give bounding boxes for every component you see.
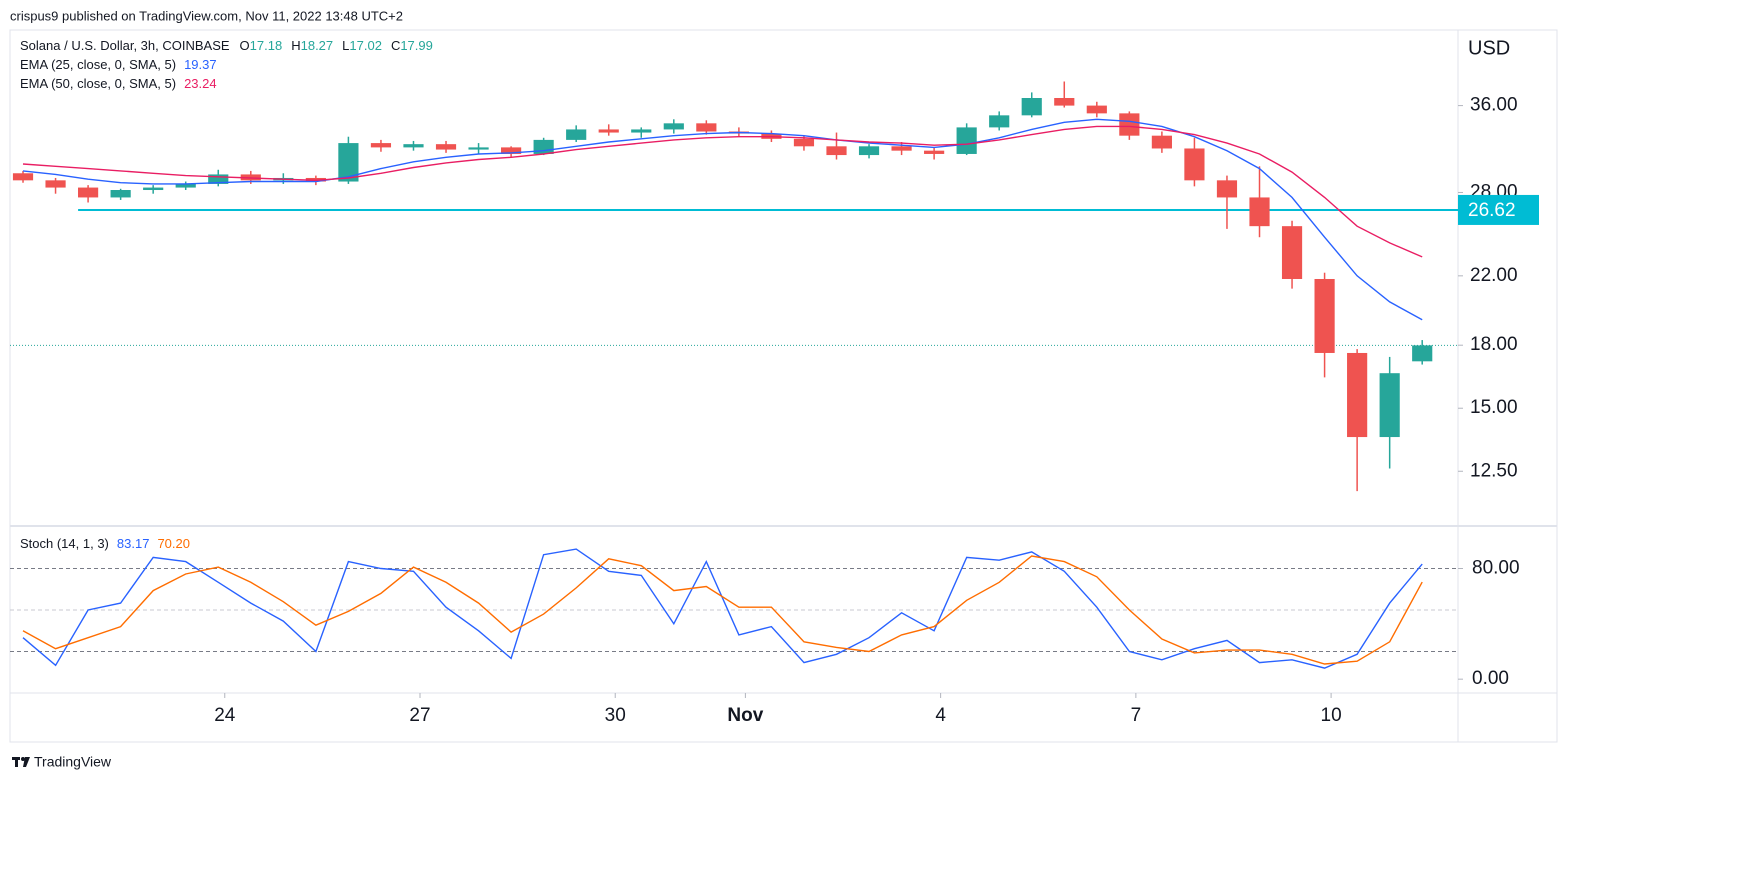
ema-line [22, 125, 1423, 258]
y-tick-label: 15.00 [1470, 397, 1518, 418]
x-tick-label: 7 [1131, 705, 1142, 726]
candle-body [663, 123, 684, 130]
candle-body [143, 187, 164, 191]
candle-body [403, 144, 424, 148]
ohlc-key: C [391, 38, 400, 53]
candle-body [1249, 197, 1270, 227]
x-tick-label: 30 [605, 705, 626, 726]
candle-body [1184, 148, 1205, 181]
candle-body [12, 173, 34, 181]
overlay-value: 23.24 [184, 76, 217, 91]
candle-body [924, 150, 945, 154]
y-tick-label: 18.00 [1470, 334, 1518, 355]
candle-body [338, 143, 359, 182]
overlay-name: EMA (25, close, 0, SMA, 5) [20, 57, 176, 72]
candle-body [858, 146, 880, 156]
x-tick-label: 10 [1321, 705, 1342, 726]
candle-body [891, 146, 912, 151]
x-tick-label: 4 [935, 705, 946, 726]
stoch-name: Stoch (14, 1, 3) [20, 536, 109, 551]
overlay-legend: EMA (50, close, 0, SMA, 5) 23.24 [20, 76, 217, 91]
candle-body [501, 147, 522, 154]
candle-body [1021, 97, 1042, 116]
candle-body [1281, 226, 1303, 279]
candle-body [989, 115, 1010, 128]
candle-body [1216, 180, 1238, 198]
candle-body [1314, 278, 1335, 353]
candle-body [1119, 113, 1140, 136]
y-tick-label: 12.50 [1470, 460, 1518, 481]
y-axis-label: USD [1468, 37, 1510, 59]
x-tick-label: Nov [727, 705, 763, 726]
ohlc-key: L [342, 38, 349, 53]
level-label: 26.62 [1468, 200, 1516, 221]
ohlc-key: O [240, 38, 250, 53]
candle-body [370, 143, 392, 148]
y-tick-label: 36.00 [1470, 95, 1518, 116]
candle-body [435, 144, 457, 150]
candle-body [631, 129, 652, 133]
ohlc-value: 17.02 [349, 38, 382, 53]
candle-body [793, 138, 815, 147]
footer: TradingView [34, 754, 112, 770]
candle-body [1054, 97, 1075, 106]
candle-body [1086, 105, 1107, 114]
stoch-line [22, 548, 1423, 669]
stoch-legend: Stoch (14, 1, 3) 83.17 70.20 [20, 536, 190, 551]
x-tick-label: 27 [409, 705, 430, 726]
candle-body [956, 127, 977, 154]
candle-body [696, 123, 717, 132]
ohlc-key: H [291, 38, 300, 53]
y-tick-label: 22.00 [1470, 265, 1518, 286]
legend-title: Solana / U.S. Dollar, 3h, COINBASE O17.18… [20, 38, 433, 53]
stoch-line [22, 555, 1423, 665]
candle-body [468, 147, 489, 150]
published: crispus9 published on TradingView.com, N… [10, 8, 403, 23]
candle-body [45, 180, 66, 188]
candle-body [1347, 352, 1368, 438]
ema-line [22, 118, 1423, 321]
level-label-box [1458, 194, 1539, 225]
overlay-value: 19.37 [184, 57, 217, 72]
stoch-value: 70.20 [157, 536, 190, 551]
candle-body [598, 129, 619, 133]
stoch-value: 83.17 [117, 536, 150, 551]
candle-body [175, 183, 196, 188]
stoch-tick-label: 80.00 [1472, 558, 1520, 579]
frame [9, 29, 1558, 743]
candle-body [1412, 345, 1433, 362]
candle-body [1379, 373, 1400, 438]
candle-body [208, 174, 229, 184]
overlay-name: EMA (50, close, 0, SMA, 5) [20, 76, 176, 91]
symbol: Solana / U.S. Dollar, 3h, COINBASE [20, 38, 230, 53]
candle-body [78, 187, 99, 198]
candle-body [110, 190, 131, 198]
ohlc-value: 18.27 [301, 38, 334, 53]
candle-body [1151, 135, 1172, 149]
x-tick-label: 24 [214, 705, 236, 726]
candle-body [566, 129, 587, 140]
stoch-tick-label: 0.00 [1472, 668, 1509, 689]
ohlc-value: 17.99 [400, 38, 433, 53]
ohlc-value: 17.18 [250, 38, 283, 53]
footer-logo [12, 757, 30, 767]
overlay-legend: EMA (25, close, 0, SMA, 5) 19.37 [20, 57, 217, 72]
candle-body [826, 146, 847, 156]
